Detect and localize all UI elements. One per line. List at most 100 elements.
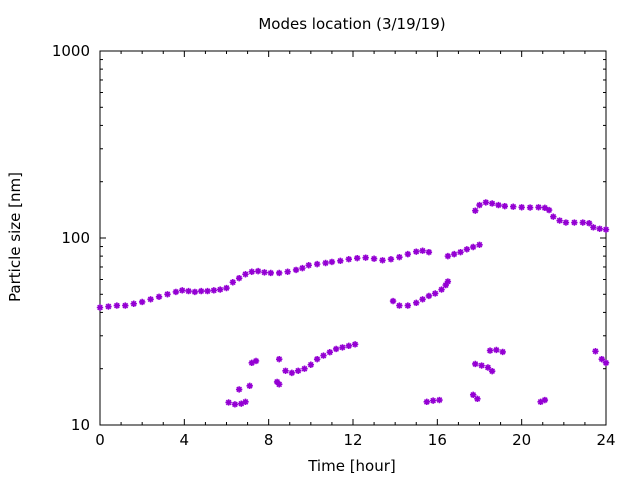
- data-point: [122, 302, 129, 309]
- data-point: [592, 348, 599, 355]
- data-point: [545, 206, 553, 214]
- data-point: [345, 256, 352, 263]
- data-point: [345, 342, 352, 350]
- data-point: [571, 219, 578, 226]
- data-point: [299, 264, 306, 272]
- data-point: [413, 248, 420, 255]
- data-point: [488, 200, 496, 207]
- x-tick-label: 24: [596, 431, 615, 449]
- data-point: [526, 204, 534, 211]
- data-point: [585, 219, 593, 227]
- data-point: [313, 260, 321, 268]
- data-point: [231, 401, 239, 408]
- data-point: [332, 345, 340, 353]
- y-tick-label: 100: [61, 229, 90, 247]
- data-point: [339, 344, 346, 351]
- data-point: [301, 365, 308, 372]
- x-tick-label: 8: [264, 431, 274, 449]
- data-point: [284, 268, 291, 275]
- data-point: [484, 364, 492, 371]
- data-point: [425, 292, 433, 300]
- data-point: [404, 302, 412, 309]
- series-5: [225, 355, 283, 408]
- data-point: [469, 391, 477, 399]
- data-point: [235, 274, 243, 282]
- data-point: [429, 397, 437, 404]
- data-point: [579, 219, 587, 226]
- y-tick-label: 10: [71, 416, 90, 434]
- data-point: [451, 250, 458, 258]
- y-tick-label: 1000: [52, 42, 90, 60]
- data-point: [436, 396, 443, 404]
- data-point: [326, 349, 334, 356]
- data-point: [172, 288, 180, 296]
- chart-title: Modes location (3/19/19): [258, 15, 445, 33]
- data-point: [322, 259, 329, 267]
- plot-border: [99, 50, 607, 426]
- data-point: [337, 257, 344, 265]
- data-point: [147, 296, 154, 303]
- series-2: [389, 278, 452, 309]
- series-4: [282, 341, 359, 377]
- data-point: [113, 302, 121, 309]
- data-point: [510, 203, 517, 210]
- data-point: [596, 225, 603, 232]
- x-axis-label: Time [hour]: [307, 457, 396, 475]
- data-point: [305, 262, 312, 269]
- data-point: [389, 297, 397, 305]
- data-point: [185, 287, 192, 295]
- data-point: [288, 369, 296, 377]
- data-point: [541, 396, 549, 404]
- data-point: [362, 254, 369, 261]
- data-point: [541, 204, 549, 212]
- x-tick-label: 0: [95, 431, 105, 449]
- data-point: [252, 357, 260, 365]
- data-point: [469, 243, 477, 251]
- data-point: [419, 247, 426, 254]
- x-tick-label: 16: [428, 431, 447, 449]
- data-point: [478, 362, 485, 369]
- data-point: [320, 352, 327, 359]
- data-point: [482, 199, 490, 206]
- series-6: [423, 346, 610, 406]
- data-point: [354, 254, 361, 262]
- series-1: [96, 241, 483, 311]
- x-tick-label: 4: [180, 431, 190, 449]
- data-point: [495, 201, 502, 209]
- data-point: [246, 382, 253, 390]
- data-point: [396, 253, 403, 261]
- data-point: [307, 361, 315, 368]
- data-point: [556, 217, 563, 224]
- data-point: [476, 201, 483, 209]
- data-point: [413, 299, 420, 307]
- y-axis-label: Particle size [nm]: [6, 172, 24, 302]
- data-point: [493, 346, 500, 354]
- data-point: [602, 359, 610, 367]
- data-point: [276, 355, 283, 363]
- data-point: [242, 398, 249, 406]
- data-point: [457, 248, 464, 256]
- data-point: [248, 359, 255, 367]
- data-point: [472, 360, 479, 368]
- data-point: [590, 224, 597, 231]
- data-point: [276, 381, 283, 388]
- data-point: [191, 288, 199, 296]
- data-point: [261, 269, 268, 276]
- data-point: [463, 246, 471, 253]
- data-point: [294, 367, 302, 374]
- data-point: [444, 252, 452, 260]
- data-point: [387, 256, 395, 263]
- data-point: [235, 386, 243, 393]
- data-point: [155, 293, 163, 300]
- data-point: [425, 248, 433, 256]
- data-point: [423, 398, 430, 406]
- data-point: [204, 287, 211, 295]
- data-point: [370, 255, 378, 262]
- data-point: [488, 367, 496, 375]
- data-point: [223, 284, 230, 292]
- data-point: [313, 355, 321, 363]
- data-point: [472, 207, 479, 214]
- data-point: [379, 257, 386, 264]
- x-tick-label: 20: [512, 431, 531, 449]
